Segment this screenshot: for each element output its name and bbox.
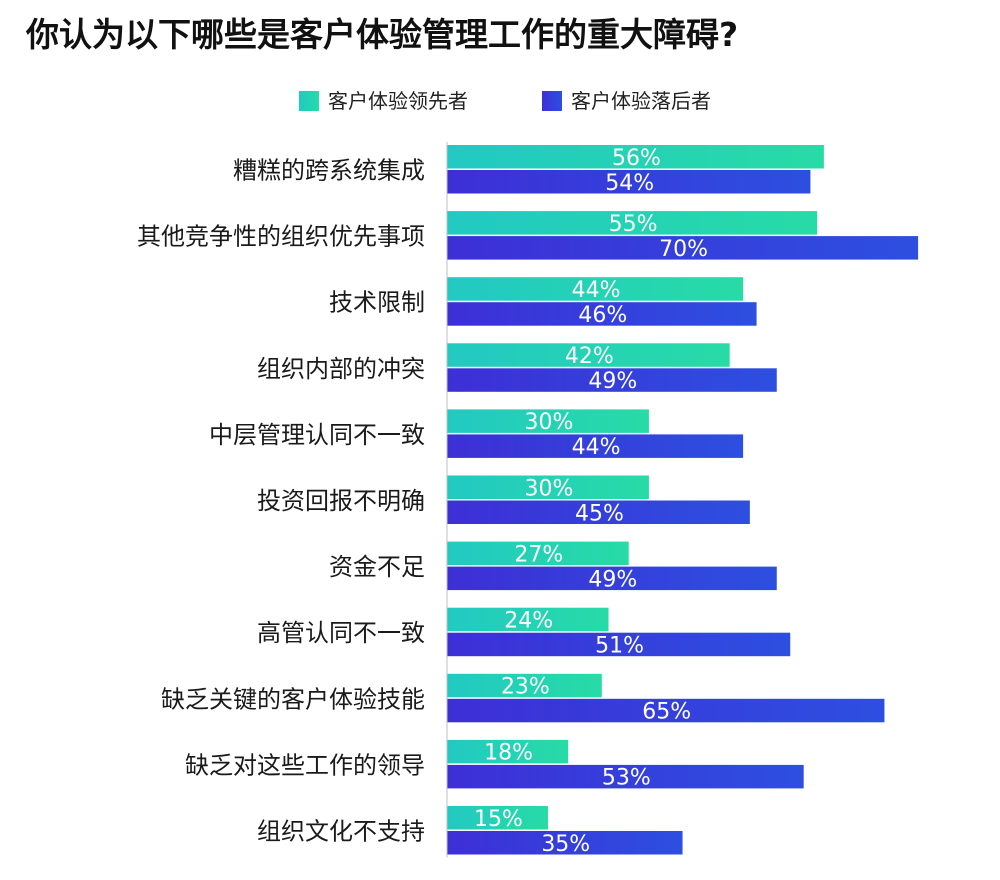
- bar-leaders: [447, 145, 824, 169]
- data-label: 45%: [575, 501, 624, 526]
- bar-laggards: [447, 368, 777, 392]
- category-label: 组织内部的冲突: [257, 355, 425, 383]
- legend-swatch: [542, 91, 562, 111]
- bar-laggards: [447, 170, 811, 194]
- legend-label: 客户体验领先者: [328, 89, 468, 113]
- category-label: 资金不足: [329, 553, 425, 581]
- category-label: 其他竞争性的组织优先事项: [137, 223, 425, 251]
- bar-group: 其他竞争性的组织优先事项 55%70%: [137, 211, 919, 262]
- bar-group: 资金不足 27% 49%: [329, 541, 777, 592]
- data-label: 53%: [602, 766, 651, 791]
- data-label: 15%: [474, 807, 523, 832]
- bar-leaders: [447, 211, 818, 235]
- legend-swatch: [299, 91, 319, 111]
- data-label: 65%: [642, 700, 691, 725]
- category-label: 缺乏对这些工作的领导: [185, 751, 425, 779]
- data-label: 46%: [578, 303, 627, 328]
- data-label: 27%: [514, 542, 563, 567]
- category-label: 高管认同不一致: [257, 619, 425, 647]
- bar-group: 组织文化不支持 15% 35%: [257, 806, 683, 857]
- bar-laggards: [447, 566, 777, 591]
- bar-group: 投资回报不明确 30%45%: [257, 475, 750, 526]
- legend-label: 客户体验落后者: [571, 89, 711, 113]
- category-label: 中层管理认同不一致: [209, 421, 425, 449]
- data-label: 30%: [524, 410, 573, 435]
- bar-leaders: [447, 277, 744, 301]
- bar-group: 糟糕的跨系统集成 56%54%: [233, 145, 824, 196]
- legend-item-leaders: 客户体验领先者: [299, 89, 468, 113]
- bar-laggards: [447, 434, 744, 458]
- bar-leaders: [447, 541, 629, 566]
- data-label: 18%: [484, 741, 533, 766]
- bar-laggards: [447, 698, 885, 723]
- bar-laggards: [447, 236, 919, 260]
- bar-leaders: [447, 607, 609, 632]
- bar-leaders: [447, 343, 730, 367]
- bar-group: 高管认同不一致 24% 51%: [257, 607, 791, 658]
- category-label: 缺乏关键的客户体验技能: [161, 685, 425, 713]
- data-label: 49%: [588, 567, 637, 592]
- bar-leaders: [447, 409, 649, 433]
- plot-area: 糟糕的跨系统集成 56%54%其他竞争性的组织优先事项 55%70%技术限制 44%4…: [137, 142, 919, 858]
- data-label: 35%: [541, 832, 590, 857]
- data-label: 44%: [572, 435, 621, 460]
- chart-legend: 客户体验领先者 客户体验落后者: [299, 89, 711, 113]
- bar-leaders: [447, 673, 602, 698]
- bar-leaders: [447, 739, 569, 764]
- category-label: 组织文化不支持: [257, 818, 425, 846]
- legend-item-laggards: 客户体验落后者: [542, 89, 711, 113]
- data-label: 55%: [609, 212, 658, 237]
- bar-group: 缺乏对这些工作的领导 18% 53%: [185, 739, 804, 791]
- category-label: 技术限制: [329, 289, 425, 317]
- bar-group: 技术限制 44%46%: [329, 277, 757, 328]
- bar-group: 缺乏关键的客户体验技能 23% 65%: [161, 673, 885, 725]
- category-label: 糟糕的跨系统集成: [233, 157, 425, 185]
- bar-laggards: [447, 764, 804, 789]
- bar-group: 组织内部的冲突 42%49%: [257, 343, 777, 394]
- bar-leaders: [447, 806, 548, 830]
- data-label: 30%: [524, 476, 573, 501]
- data-label: 56%: [612, 146, 661, 171]
- data-label: 23%: [501, 675, 550, 700]
- chart-title: 你认为以下哪些是客户体验管理工作的重大障碍?: [26, 15, 739, 54]
- data-label: 54%: [605, 171, 654, 196]
- bar-laggards: [447, 632, 791, 657]
- data-label: 42%: [565, 344, 614, 369]
- bar-group: 中层管理认同不一致 30%44%: [209, 409, 744, 460]
- bar-laggards: [447, 500, 750, 524]
- data-label: 49%: [588, 369, 637, 394]
- bar-leaders: [447, 475, 649, 499]
- data-label: 70%: [659, 237, 708, 262]
- data-label: 44%: [572, 278, 621, 303]
- bar-laggards: [447, 302, 757, 326]
- data-label: 51%: [595, 633, 644, 658]
- category-label: 投资回报不明确: [257, 487, 425, 515]
- bar-laggards: [447, 831, 683, 855]
- data-label: 24%: [504, 608, 553, 633]
